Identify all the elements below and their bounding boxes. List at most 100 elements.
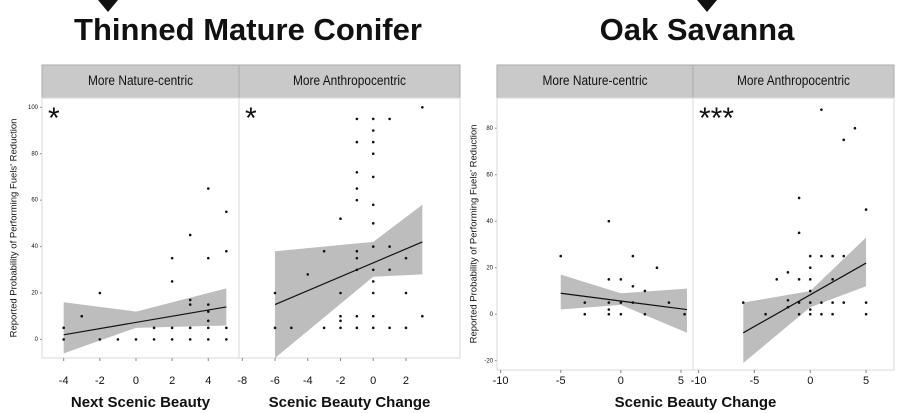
- data-point: [421, 105, 424, 109]
- data-point: [225, 338, 228, 341]
- data-point: [371, 152, 375, 156]
- chart-title: Thinned Mature Conifer: [74, 12, 422, 47]
- x-tick-label: 2: [403, 375, 409, 387]
- data-point: [388, 245, 391, 248]
- data-point: [797, 278, 801, 281]
- data-point: [116, 338, 120, 341]
- data-point: [741, 301, 745, 304]
- x-tick-label: 0: [618, 375, 624, 387]
- data-point: [225, 210, 228, 214]
- data-point: [322, 326, 326, 330]
- data-point: [631, 254, 635, 258]
- y-tick-label: 60: [31, 198, 38, 204]
- data-point: [404, 256, 408, 260]
- y-tick-label: 20: [486, 265, 493, 271]
- y-tick-label: 60: [486, 172, 493, 178]
- data-point: [355, 314, 359, 318]
- x-axis-label: Scenic Beauty Change: [269, 394, 431, 411]
- x-tick-label: 0: [133, 375, 139, 387]
- data-point: [808, 278, 812, 281]
- data-point: [797, 312, 801, 316]
- data-point: [831, 254, 834, 258]
- x-tick-label: -2: [336, 375, 346, 387]
- data-point: [339, 291, 342, 295]
- data-point: [98, 338, 102, 341]
- data-point: [339, 326, 342, 330]
- data-point: [170, 338, 174, 341]
- y-tick-label: 100: [28, 105, 39, 111]
- data-point: [206, 256, 210, 260]
- data-point: [170, 280, 174, 283]
- data-point: [80, 314, 84, 318]
- data-point: [842, 301, 846, 304]
- data-point: [206, 338, 210, 341]
- data-point: [371, 175, 375, 179]
- data-point: [170, 256, 174, 260]
- data-point: [786, 271, 790, 274]
- y-axis-label: Reported Probability of Performing Fuels…: [469, 125, 480, 344]
- fit-line: [274, 241, 423, 306]
- data-point: [808, 254, 812, 258]
- data-point: [355, 187, 359, 190]
- data-point: [607, 308, 611, 311]
- confidence-band: [743, 237, 867, 364]
- data-point: [98, 291, 102, 295]
- data-point: [388, 117, 391, 121]
- data-point: [607, 312, 611, 316]
- data-point: [797, 301, 801, 304]
- data-point: [388, 268, 391, 272]
- data-point: [831, 312, 834, 316]
- data-point: [339, 314, 342, 318]
- data-point: [808, 312, 812, 316]
- data-point: [339, 319, 342, 323]
- data-point: [808, 301, 812, 304]
- x-tick-label: -8: [237, 375, 247, 387]
- facet-label: More Nature-centric: [88, 72, 194, 88]
- x-tick-label: 5: [863, 375, 869, 387]
- data-point: [619, 278, 623, 281]
- y-axis-label: Reported Probability of Performing Fuels…: [9, 119, 20, 338]
- data-point: [583, 312, 587, 316]
- data-point: [371, 117, 375, 121]
- confidence-band: [275, 204, 423, 358]
- data-point: [808, 266, 812, 270]
- chart-title: Oak Savanna: [600, 12, 795, 47]
- data-point: [643, 312, 647, 316]
- data-point: [170, 326, 174, 330]
- data-point: [188, 233, 192, 237]
- data-point: [631, 285, 635, 288]
- data-point: [797, 231, 801, 235]
- y-tick-label: 20: [31, 291, 38, 297]
- data-point: [808, 308, 812, 311]
- data-point: [134, 338, 138, 341]
- data-point: [206, 187, 210, 190]
- data-point: [355, 256, 359, 260]
- plot-area: [496, 97, 694, 371]
- data-point: [371, 203, 375, 207]
- data-point: [225, 326, 228, 330]
- y-tick-label: 80: [31, 151, 38, 157]
- data-point: [339, 217, 342, 221]
- data-point: [290, 326, 293, 330]
- data-point: [808, 289, 812, 293]
- data-point: [820, 301, 823, 304]
- x-tick-label: 2: [169, 375, 175, 387]
- data-point: [371, 222, 375, 225]
- y-tick-label: 0: [490, 312, 494, 318]
- fit-line: [742, 262, 867, 334]
- x-axis-label: Next Scenic Beauty: [71, 394, 211, 411]
- data-point: [355, 268, 359, 272]
- data-point: [631, 301, 635, 304]
- data-point: [355, 170, 359, 174]
- arrow: [697, 0, 717, 12]
- x-axis-label: Scenic Beauty Change: [615, 394, 777, 411]
- data-point: [206, 319, 210, 323]
- data-point: [62, 338, 65, 341]
- data-point: [273, 326, 277, 330]
- fit-line: [63, 306, 227, 336]
- data-point: [152, 326, 156, 330]
- data-point: [355, 140, 359, 144]
- data-point: [607, 219, 611, 223]
- data-point: [607, 278, 611, 281]
